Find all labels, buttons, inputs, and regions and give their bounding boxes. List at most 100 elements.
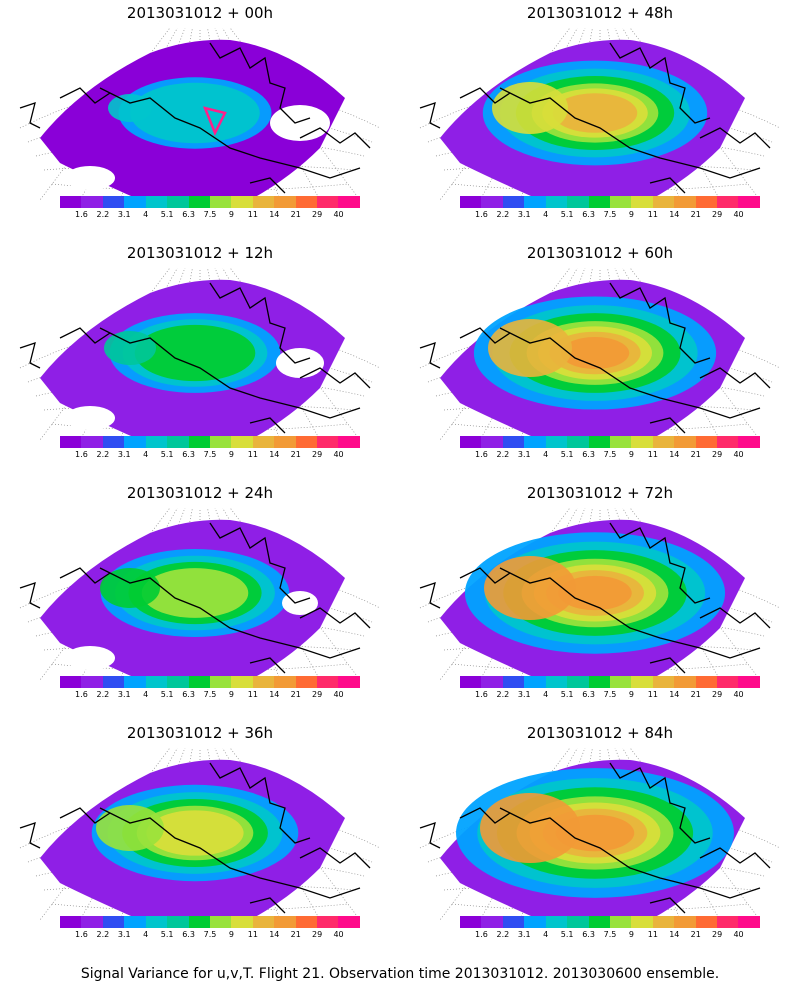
colorbar-swatch [502,436,525,448]
forecast-panel: 2013031012 + 12h 1.6 2.2 3.1 4 5.1 6.3 7.5 9 11 14… [0,240,400,485]
colorbar-label: 3.1 [517,690,531,699]
variance-field [40,759,345,920]
colorbar-label: 1.6 [475,450,488,459]
coastlines [419,42,771,194]
colorbar-label: 21 [690,930,701,939]
panel-title: 2013031012 + 84h [526,724,674,742]
coastlines [419,522,771,674]
panel-title: 2013031012 + 24h [126,484,274,502]
colorbar-label: 1.6 [475,210,488,219]
colorbar-label: 29 [312,930,323,939]
colorbar-label: 2.2 [96,930,110,939]
colorbar-label: 4 [143,210,149,219]
colorbar-swatch [209,676,232,688]
colorbar-label: 14 [669,690,680,699]
colorbar-labels: 1.6 2.2 3.1 4 5.1 6.3 7.5 9 11 14 21 29 40 [460,450,760,462]
colorbar-label: 11 [247,930,258,939]
colorbar-label: 2.2 [96,210,110,219]
colorbar-swatch [695,436,718,448]
variance-field [40,519,345,680]
colorbar-labels: 1.6 2.2 3.1 4 5.1 6.3 7.5 9 11 14 21 29 40 [460,690,760,702]
colorbar-label: 29 [312,210,323,219]
colorbar-label: 29 [712,930,723,939]
colorbar-swatch [609,916,632,928]
colorbar-swatch [124,676,146,688]
colorbar-label: 6.3 [182,450,195,459]
variance-field [440,279,745,440]
colorbar-label: 1.6 [75,450,88,459]
colorbar-swatch [609,676,632,688]
colorbar-label: 21 [290,930,301,939]
colorbar-label: 7.5 [603,690,617,699]
colorbar-swatch [524,196,546,208]
colorbar-swatch [631,196,653,208]
colorbar-swatch [295,196,318,208]
colorbar-swatch [209,196,232,208]
colorbar-labels: 1.6 2.2 3.1 4 5.1 6.3 7.5 9 11 14 21 29 40 [60,450,360,462]
figure-caption: Signal Variance for u,v,T. Flight 21. Ob… [80,966,720,982]
colorbar-swatch [524,436,546,448]
colorbar-label: 21 [290,450,301,459]
colorbar-swatch [295,916,318,928]
forecast-panel: 2013031012 + 36h 1.6 2.2 3.1 4 5.1 6.3 7.5 9 11 14… [0,720,400,965]
colorbar-swatch [231,676,253,688]
colorbar-swatch [167,916,189,928]
colorbar-swatch [317,196,339,208]
colorbar-swatch [738,196,760,208]
colorbar-label: 2.2 [496,210,510,219]
colorbar-label: 29 [712,210,723,219]
colorbar-swatch [652,436,675,448]
colorbar-swatch [102,196,125,208]
colorbar-swatch [717,436,739,448]
forecast-panel: 2013031012 + 84h 1.6 2.2 3.1 4 5.1 6.3 7.5 9 11 14… [400,720,800,965]
colorbar-swatch [188,436,210,448]
colorbar-swatch [252,676,275,688]
colorbar-swatch [338,436,360,448]
colorbar-swatch [274,676,296,688]
colorbar [60,436,360,448]
colorbar-swatch [631,916,653,928]
colorbar-swatch [231,436,253,448]
colorbar-label: 11 [647,450,658,459]
colorbar-label: 14 [669,930,680,939]
colorbar-label: 40 [333,450,344,459]
coastlines [19,42,371,194]
variance-field [40,39,345,200]
variance-map [19,28,381,200]
colorbar-swatch [717,676,739,688]
colorbar [460,916,760,928]
colorbar-swatch [567,916,589,928]
colorbar-swatch [695,196,718,208]
colorbar-swatch [167,676,189,688]
colorbar-swatch [695,676,718,688]
coastlines [19,762,371,914]
colorbar-label: 9 [628,210,634,219]
colorbar-swatch [588,436,610,448]
colorbar-label: 40 [733,210,744,219]
colorbar-label: 4 [543,210,549,219]
panel-title: 2013031012 + 36h [126,724,274,742]
colorbar-swatch [524,916,546,928]
colorbar-label: 6.3 [582,930,595,939]
colorbar-label: 5.1 [560,690,574,699]
colorbar-swatch [338,196,360,208]
colorbar-swatch [274,196,296,208]
colorbar-label: 9 [228,690,234,699]
colorbar-label: 5.1 [560,210,574,219]
colorbar-swatch [338,916,360,928]
colorbar [460,676,760,688]
colorbar-swatch [545,196,568,208]
colorbar-swatch [588,676,610,688]
colorbar-label: 1.6 [475,930,488,939]
colorbar-label: 9 [228,210,234,219]
colorbar-label: 9 [228,450,234,459]
variance-map [19,748,381,920]
colorbar-swatch [502,916,525,928]
variance-map [419,508,781,680]
colorbar-swatch [481,196,503,208]
colorbar-label: 1.6 [475,690,488,699]
colorbar-swatch [124,916,146,928]
colorbar-swatch [460,676,482,688]
colorbar-swatch [81,196,103,208]
colorbar-swatch [231,916,253,928]
